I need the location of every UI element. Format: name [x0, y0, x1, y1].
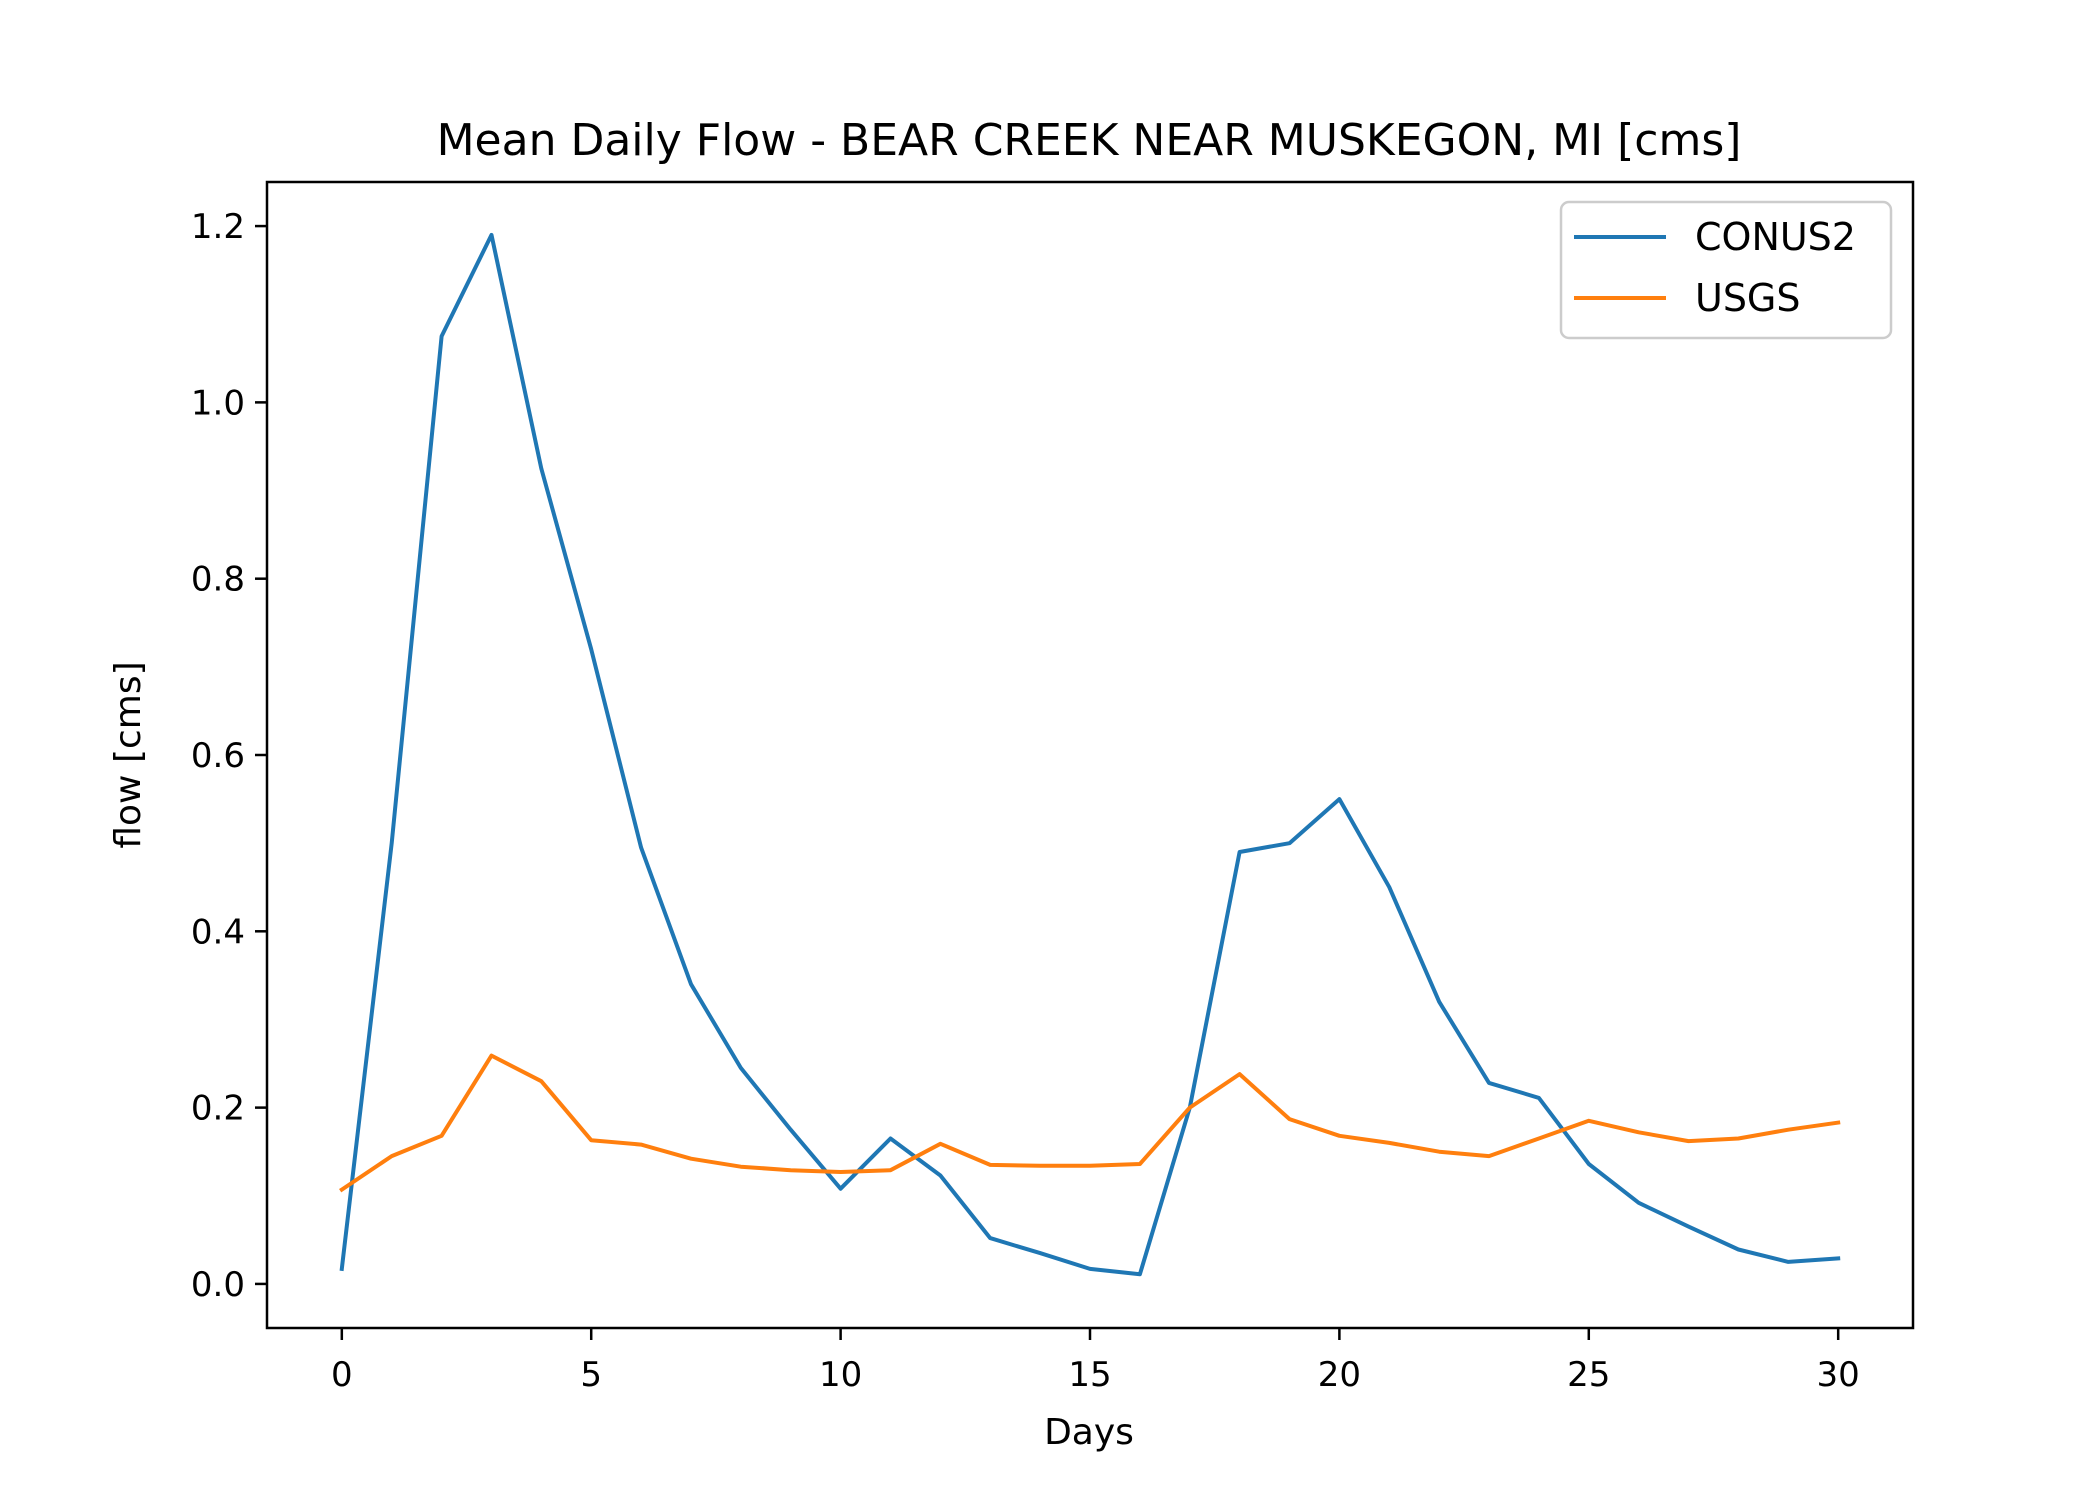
- y-tick-label: 0.6: [191, 736, 245, 776]
- x-tick-label: 25: [1567, 1355, 1610, 1395]
- x-axis-ticks: 0 5 10 15 20 25 30: [331, 1328, 1860, 1395]
- y-tick-label: 1.0: [191, 383, 245, 423]
- x-tick-label: 5: [580, 1355, 602, 1395]
- y-tick-label: 0.8: [191, 560, 245, 600]
- x-axis-label: Days: [1044, 1412, 1134, 1453]
- chart-title: Mean Daily Flow - BEAR CREEK NEAR MUSKEG…: [437, 115, 1742, 166]
- legend-label-usgs: USGS: [1695, 276, 1801, 320]
- series-line-usgs: [339, 1053, 1841, 1193]
- x-tick-label: 20: [1318, 1355, 1361, 1395]
- series-layer: [339, 232, 1841, 1277]
- y-tick-label: 1.2: [191, 207, 245, 247]
- series-line-conus2: [339, 232, 1841, 1277]
- y-tick-label: 0.0: [191, 1265, 245, 1305]
- x-tick-label: 30: [1817, 1355, 1860, 1395]
- x-tick-label: 10: [819, 1355, 862, 1395]
- x-tick-label: 15: [1068, 1355, 1111, 1395]
- y-axis-ticks: 0.0 0.2 0.4 0.6 0.8 1.0 1.2: [191, 207, 267, 1305]
- legend: CONUS2 USGS: [1559, 200, 1893, 340]
- y-tick-label: 0.2: [191, 1089, 245, 1129]
- legend-label-conus2: CONUS2: [1695, 215, 1856, 259]
- y-axis-label: flow [cms]: [108, 661, 149, 848]
- y-tick-label: 0.4: [191, 912, 245, 952]
- x-tick-label: 0: [331, 1355, 353, 1395]
